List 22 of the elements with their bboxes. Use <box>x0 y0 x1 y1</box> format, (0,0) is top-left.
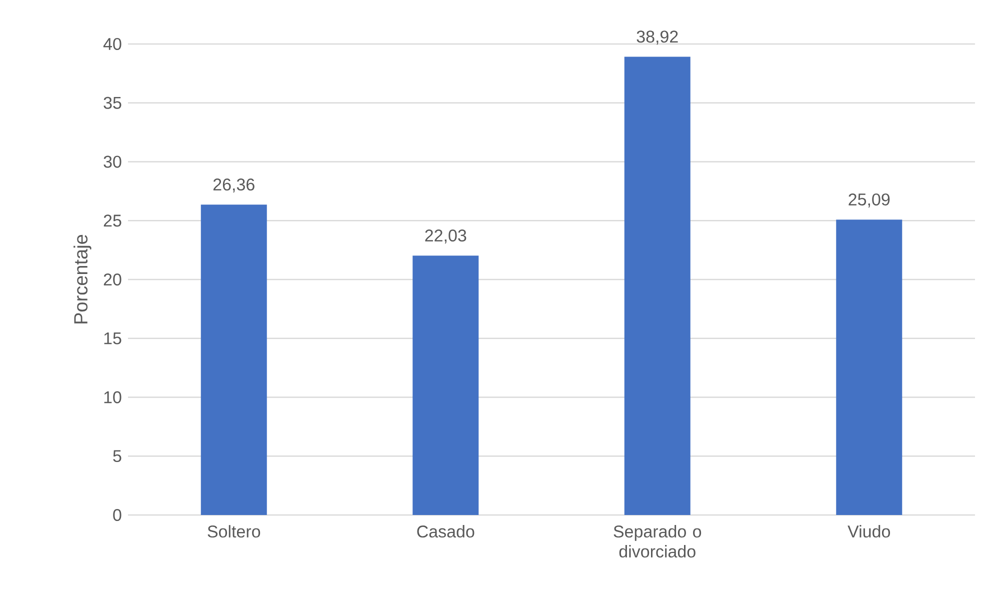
y-tick-label: 20 <box>104 273 122 286</box>
bar <box>412 256 479 516</box>
y-tick-label: 35 <box>104 96 122 109</box>
y-tick-label: 25 <box>104 214 122 227</box>
y-tick-label: 5 <box>113 450 122 462</box>
y-tick-label: 15 <box>104 332 122 344</box>
x-tick-label: Soltero <box>208 525 260 538</box>
y-tick-label: 0 <box>113 508 122 522</box>
data-label: 26,36 <box>213 178 254 193</box>
y-tick-label: 10 <box>104 391 122 404</box>
bar <box>836 220 902 516</box>
bar <box>624 56 690 516</box>
y-axis-title: Porcentaje <box>74 234 92 324</box>
data-label: 25,09 <box>848 193 890 208</box>
x-tick-label: Separado o divorciado <box>614 525 702 558</box>
data-label: 22,03 <box>425 229 466 244</box>
y-tick-label: 40 <box>103 38 122 50</box>
y-tick-label: 30 <box>104 156 122 168</box>
x-tick-label: Casado <box>417 525 474 538</box>
data-label: 38,92 <box>636 30 678 45</box>
x-tick-label: Viudo <box>848 525 890 538</box>
bar <box>200 204 267 516</box>
